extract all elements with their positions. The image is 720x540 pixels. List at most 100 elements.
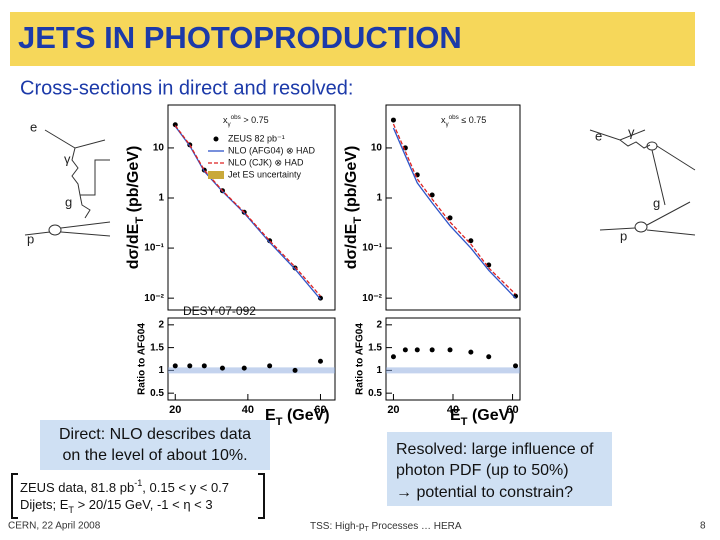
y-axis-label: Ratio to AFG04 (137, 323, 148, 395)
text-part: Dijets; E (20, 497, 69, 512)
text-part: , 0.15 < y < 0.7 (142, 480, 229, 495)
text-part: T (134, 217, 146, 224)
ratio-point (429, 347, 435, 353)
y-tick-label: 0.5 (368, 388, 382, 399)
y-tick-label: 1 (158, 365, 164, 376)
diagram-label: γ (628, 124, 635, 139)
text-part: ≤ 0.75 (459, 115, 486, 125)
title: JETS IN PHOTOPRODUCTION (18, 20, 462, 55)
y-tick-label: 2 (158, 319, 164, 330)
plot-frame (167, 317, 336, 401)
diagram-label: γ (64, 151, 71, 166)
right-diagram (589, 129, 696, 236)
text-part: γ (228, 121, 232, 128)
y-tick-label: 10⁻¹ (144, 243, 164, 254)
data-point (486, 262, 492, 268)
x-tick-label: 60 (314, 404, 326, 416)
data-point (390, 117, 396, 123)
text-part: (GeV) (468, 407, 515, 424)
box-text: Resolved: large influence of (396, 441, 594, 458)
box-text: → potential to constrain? (396, 484, 573, 501)
ratio-point (317, 358, 323, 364)
y-tick-label: 10 (153, 143, 165, 154)
ratio-point (513, 363, 519, 369)
data-point (447, 215, 453, 221)
ratio-point (390, 354, 396, 360)
ratio-point (187, 363, 193, 369)
x-tick-label: 40 (242, 404, 254, 416)
plot-frame (167, 104, 336, 311)
y-tick-label: 1 (376, 365, 382, 376)
title-banner (10, 12, 695, 66)
text-part: (GeV) (283, 407, 330, 424)
y-tick-label: 1.5 (150, 342, 164, 353)
text-part: Processes … HERA (369, 521, 462, 532)
y-tick-label: 0.5 (150, 388, 164, 399)
text-part: x (441, 115, 446, 125)
text-part: > 0.75 (241, 115, 269, 125)
ratio-point (219, 365, 225, 371)
note-brackets (11, 473, 265, 519)
x-axis-label: ET (GeV) (265, 407, 330, 428)
left-diagram (24, 129, 111, 237)
ratio-point (267, 363, 273, 369)
text-part: E (265, 407, 276, 424)
data-point (172, 122, 178, 128)
ratio-point (486, 354, 492, 360)
y-tick-label: 10⁻² (362, 293, 382, 304)
y-tick-label: 1 (376, 193, 382, 204)
text-part: > 20/15 GeV, -1 < η < 3 (74, 497, 213, 512)
y-axis-label: dσ/dET (pb/GeV) (343, 146, 364, 270)
ratio-point (201, 363, 207, 369)
ratio-point (241, 365, 247, 371)
text-part: T (68, 505, 74, 515)
ratio-point (172, 363, 178, 369)
text-part: (pb/GeV) (125, 146, 142, 217)
legend-band (208, 171, 224, 179)
text-part: T (352, 217, 364, 224)
note: Dijets; ET > 20/15 GeV, -1 < η < 3 (20, 497, 213, 515)
theory-line (174, 125, 321, 297)
y-axis-label: Ratio to AFG04 (355, 323, 366, 395)
theory-line (392, 123, 516, 295)
plot-frame (385, 104, 521, 311)
text-part: T (276, 416, 283, 428)
footer-left: CERN, 22 April 2008 (8, 521, 101, 532)
diagram-label: p (27, 231, 34, 246)
theory-line (392, 127, 517, 299)
text-part: x (223, 115, 228, 125)
legend-label: Jet ES uncertainty (228, 169, 302, 179)
cut-label: xγobs ≤ 0.75 (441, 114, 486, 128)
x-axis-label: ET (GeV) (450, 407, 515, 428)
ratio-point (292, 367, 298, 373)
data-point (429, 192, 435, 198)
legend-label: NLO (AFG04) ⊗ HAD (228, 145, 316, 155)
y-tick-label: 2 (376, 319, 382, 330)
y-tick-label: 1 (158, 193, 164, 204)
text-part: dσ/dE (343, 223, 360, 269)
ratio-point (402, 347, 408, 353)
text-part: TSS: High-p (310, 521, 365, 532)
y-axis-label: dσ/dET (pb/GeV) (125, 146, 146, 270)
diagram-label: g (653, 195, 660, 210)
box-text: Direct: NLO describes data (59, 426, 251, 443)
ratio-point (447, 347, 453, 353)
cut-label: xγobs > 0.75 (223, 114, 269, 128)
text-part: (pb/GeV) (343, 146, 360, 217)
note: ZEUS data, 81.8 pb-1, 0.15 < y < 0.7 (20, 478, 229, 495)
ratio-point (468, 349, 474, 355)
text-part: γ (446, 121, 450, 128)
diagram-label: g (65, 194, 72, 209)
y-tick-label: 10⁻² (144, 293, 164, 304)
footer-center: TSS: High-pT Processes … HERA (310, 521, 462, 534)
text-part: dσ/dE (125, 223, 142, 269)
box-text: on the level of about 10%. (62, 447, 247, 464)
page-number: 8 (700, 521, 706, 532)
text-part: -1 (134, 478, 142, 488)
legend-label: NLO (CJK) ⊗ HAD (228, 157, 304, 167)
text-part: T (364, 526, 369, 533)
diagram-label: e (30, 119, 37, 134)
resolved-box (387, 432, 612, 506)
text-part: E (450, 407, 461, 424)
